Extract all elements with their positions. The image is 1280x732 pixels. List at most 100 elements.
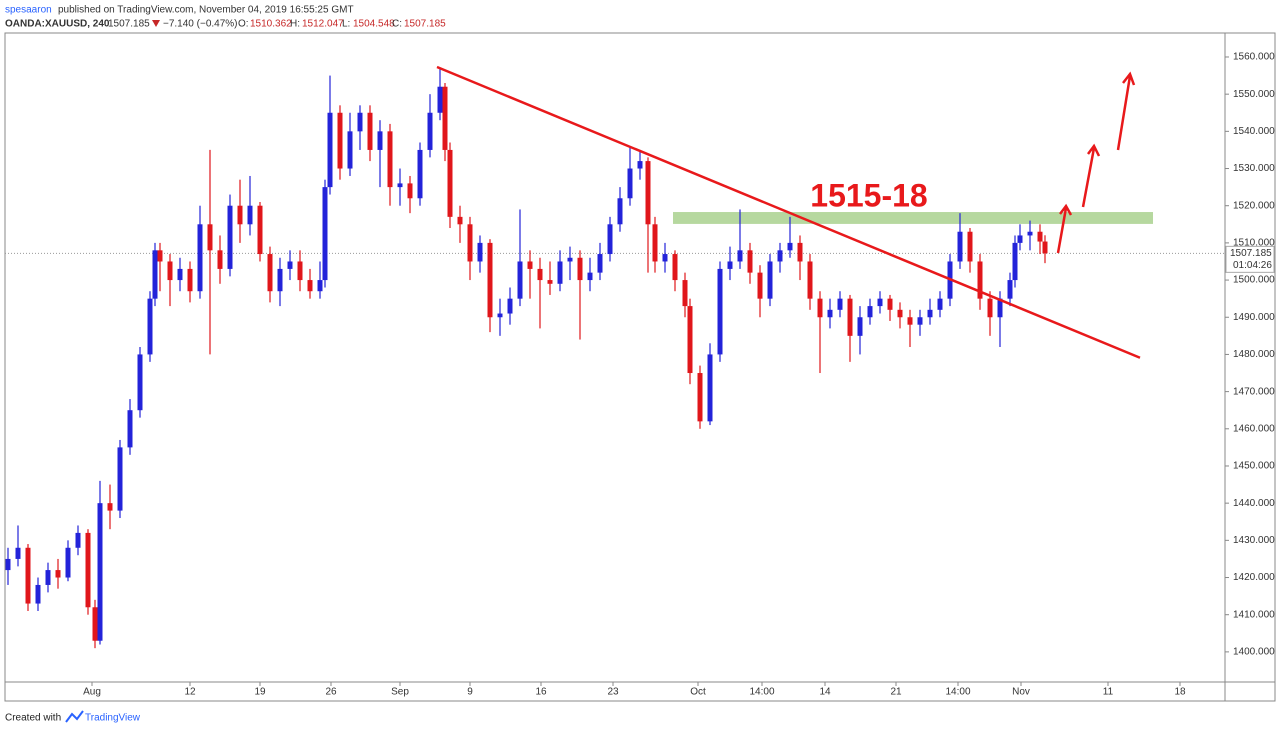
candle-body	[447, 149, 453, 217]
candle-body	[307, 280, 313, 292]
y-tick-label: 1540.000	[1233, 126, 1275, 137]
candle-body	[207, 224, 213, 251]
x-tick-label: 14:00	[749, 687, 774, 698]
candle-body	[277, 268, 283, 292]
y-tick-label: 1550.000	[1233, 89, 1275, 100]
candle-body	[887, 298, 893, 310]
open-label: O:	[238, 19, 249, 30]
candle-body	[417, 149, 423, 199]
candle-body	[442, 86, 448, 150]
arrow	[1116, 71, 1136, 151]
candle-body	[35, 584, 41, 604]
x-tick-label: 23	[607, 687, 619, 698]
plot	[5, 65, 1225, 649]
candle-body	[55, 570, 61, 578]
candle-body	[747, 250, 753, 273]
candle-body	[697, 373, 703, 422]
footer-brand[interactable]: TradingView	[85, 713, 141, 724]
close-value: 1507.185	[404, 19, 446, 30]
x-tick-label: 16	[535, 687, 547, 698]
arrow	[1056, 203, 1073, 254]
candle-body	[767, 261, 773, 299]
open-value: 1510.362	[250, 19, 292, 30]
candle-body	[367, 112, 373, 150]
candle-body	[457, 216, 463, 225]
candle-body	[477, 242, 483, 262]
candle-body	[877, 298, 883, 307]
candle-body	[977, 261, 983, 299]
low-value: 1504.548	[353, 19, 395, 30]
candle-body	[627, 168, 633, 199]
candle-body	[497, 313, 503, 318]
x-tick-label: 19	[254, 687, 266, 698]
candle-body	[75, 532, 81, 548]
candle-body	[517, 261, 523, 299]
low-label: L:	[342, 19, 350, 30]
x-tick-label: 18	[1174, 687, 1186, 698]
arrows	[1056, 71, 1136, 254]
x-tick-label: 26	[325, 687, 337, 698]
y-tick-label: 1470.000	[1233, 386, 1275, 397]
candle-body	[407, 183, 413, 199]
candle-body	[217, 250, 223, 269]
candle-body	[327, 112, 333, 188]
candle-body	[907, 317, 913, 325]
candle-body	[237, 205, 243, 225]
candle-body	[377, 131, 383, 150]
candle-body	[487, 242, 493, 318]
candle-body	[957, 231, 963, 262]
candle-body	[737, 250, 743, 262]
trendline	[436, 65, 1141, 359]
candle-body	[527, 261, 533, 269]
candle-body	[537, 268, 543, 281]
candle-body	[177, 268, 183, 281]
candle-body	[662, 254, 668, 262]
candle-body	[45, 570, 51, 585]
candle-body	[15, 547, 21, 559]
candle-body	[1007, 280, 1013, 299]
candle-body	[127, 410, 133, 448]
publisher[interactable]: spesaaron	[5, 5, 52, 16]
candle-body	[987, 298, 993, 318]
candle-body	[567, 257, 573, 262]
resistance-zone	[673, 212, 1153, 224]
published-line: published on TradingView.com, November 0…	[58, 5, 354, 16]
change: −7.140 (−0.47%)	[163, 19, 238, 30]
candle-body	[672, 254, 678, 281]
candle-body	[187, 268, 193, 292]
candle-body	[897, 309, 903, 318]
candle-body	[727, 261, 733, 269]
candle-body	[467, 224, 473, 262]
frame	[4, 32, 1276, 702]
candle-body	[587, 272, 593, 281]
y-tick-label: 1430.000	[1233, 535, 1275, 546]
candle-body	[997, 298, 1003, 318]
y-tick-label: 1440.000	[1233, 498, 1275, 509]
candle-body	[107, 503, 113, 511]
candle-body	[287, 261, 293, 269]
candle-body	[257, 205, 263, 255]
y-tick-label: 1480.000	[1233, 349, 1275, 360]
candle-body	[317, 280, 323, 292]
down-arrow	[152, 20, 160, 27]
candle-body	[1012, 242, 1018, 281]
candle-body	[167, 261, 173, 281]
price-tag-label: 1507.185	[1230, 248, 1272, 259]
candle-body	[597, 254, 603, 273]
x-tick-label: Oct	[690, 687, 706, 698]
candle-body	[817, 298, 823, 318]
high-label: H:	[290, 19, 300, 30]
candle-body	[227, 205, 233, 269]
candle-body	[837, 298, 843, 310]
y-tick-label: 1420.000	[1233, 572, 1275, 583]
symbol-line: OANDA:XAUUSD, 240 1507.185 −7.140 (−0.47…	[5, 19, 446, 30]
candle-body	[757, 272, 763, 299]
candle-body	[387, 131, 393, 188]
candle-body	[197, 224, 203, 292]
candle-body	[157, 250, 163, 262]
candle-body	[807, 261, 813, 299]
countdown: 01:04:26	[1233, 260, 1272, 271]
candle-body	[357, 112, 363, 132]
candle-body	[437, 86, 443, 113]
annotation: 1515-18	[810, 177, 927, 213]
